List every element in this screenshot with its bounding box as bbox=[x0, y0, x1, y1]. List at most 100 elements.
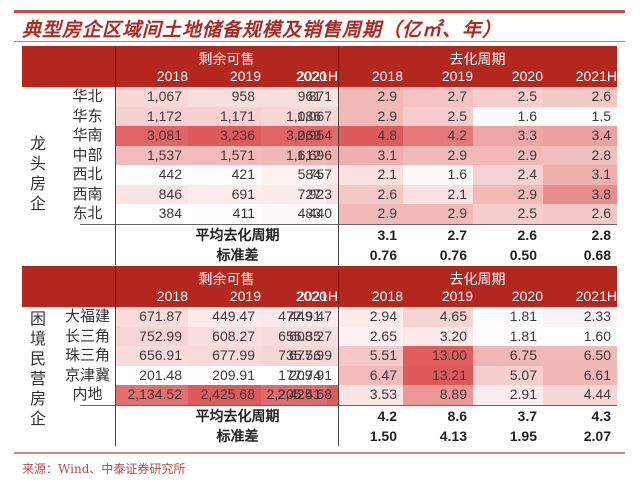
remaining-value: 1,067 bbox=[146, 88, 182, 104]
remaining-value: 2,425.68 bbox=[277, 386, 333, 402]
region-label: 华南 bbox=[72, 127, 103, 144]
cycle-value: 8.89 bbox=[403, 385, 473, 405]
remaining-value: 2,954 bbox=[296, 127, 332, 143]
heat-cell-bg bbox=[116, 346, 188, 366]
cycle-value: 2.9 bbox=[473, 184, 543, 204]
summary-value: 2.6 bbox=[517, 226, 537, 243]
region-label: 华东 bbox=[72, 107, 103, 125]
region-label: 华北 bbox=[72, 88, 103, 105]
heat-cell-bg bbox=[261, 346, 327, 366]
remaining-value: 608.27 bbox=[212, 327, 255, 344]
cycle-value: 2.1 bbox=[403, 184, 473, 204]
remaining-value: 1,696 bbox=[296, 146, 332, 163]
group-label-char: 企 bbox=[29, 410, 46, 428]
average-cycle-row: 平均去化周期 3.1 2.7 2.6 2.8 bbox=[22, 225, 617, 245]
remaining-value: 2,134.52 bbox=[127, 386, 183, 402]
header-year: 2019 bbox=[229, 288, 261, 304]
heat-cell-bg bbox=[261, 87, 327, 107]
cycle-value: 1.60 bbox=[543, 326, 617, 346]
heat-cell-bg bbox=[327, 365, 338, 385]
heat-cell-bg bbox=[188, 126, 261, 146]
region-label: 珠三角 bbox=[64, 347, 110, 364]
header-year: 2018 bbox=[156, 288, 188, 304]
heat-cell-bg bbox=[116, 165, 188, 185]
remaining-value: 757 bbox=[308, 166, 332, 182]
cycle-value: 6.61 bbox=[543, 365, 617, 385]
remaining-value: 483 bbox=[297, 205, 321, 221]
heat-cell-bg bbox=[116, 326, 188, 346]
group-label-char: 房 bbox=[29, 176, 46, 194]
region-label: 京津冀 bbox=[64, 366, 110, 384]
summary-label: 平均去化周期 bbox=[195, 226, 280, 243]
region-label: 大福建 bbox=[64, 308, 110, 325]
heat-cell-bg bbox=[116, 87, 188, 107]
remaining-value: 449.47 bbox=[289, 308, 332, 324]
header-year: 2019 bbox=[229, 68, 261, 84]
remaining-value: 1,067 bbox=[296, 107, 332, 124]
cycle-value: 2.9 bbox=[403, 204, 473, 224]
bottom-rule bbox=[14, 452, 625, 454]
heat-cell-bg bbox=[327, 126, 338, 146]
remaining-value: 442 bbox=[158, 166, 182, 182]
heat-cell-bg bbox=[327, 87, 338, 107]
region-label: 西北 bbox=[72, 166, 103, 183]
heat-cell-bg bbox=[188, 165, 261, 185]
remaining-value: 384 bbox=[158, 205, 182, 221]
cycle-value: 2.7 bbox=[403, 87, 473, 107]
summary-value: 4.13 bbox=[439, 427, 467, 444]
table-row: 西北 442 421 584 757 2.1 1.6 2.4 3.1 bbox=[22, 165, 617, 185]
table-row: 华南 3,081 3,236 3,069 2,954 4.8 4.2 3.3 3.4 bbox=[22, 126, 617, 146]
remaining-value: 752.99 bbox=[139, 327, 182, 344]
remaining-value: 608.27 bbox=[289, 327, 332, 344]
cycle-value: 3.1 bbox=[338, 145, 403, 165]
group-label: 龙头房企 bbox=[28, 135, 48, 215]
cycle-value: 2.5 bbox=[403, 106, 473, 126]
heat-cell-bg bbox=[188, 106, 261, 126]
header-cycle: 去化周期 bbox=[449, 51, 506, 67]
heat-cell-bg bbox=[116, 204, 188, 224]
column-divider bbox=[338, 307, 339, 446]
heat-cell-bg bbox=[261, 165, 327, 185]
region-label: 中部 bbox=[72, 146, 103, 164]
cycle-value: 13.00 bbox=[403, 346, 473, 366]
page-title: 典型房企区域间土地储备规模及销售周期（亿㎡、年） bbox=[22, 19, 503, 41]
remaining-value: 2,205.41 bbox=[266, 386, 322, 402]
remaining-value: 677.99 bbox=[212, 347, 255, 363]
heat-cell-bg bbox=[188, 385, 261, 405]
heat-cell-bg bbox=[116, 126, 188, 146]
cycle-value: 4.2 bbox=[403, 126, 473, 146]
heat-cell-bg bbox=[261, 184, 327, 204]
heat-cell-bg bbox=[188, 87, 261, 107]
remaining-value: 3,069 bbox=[285, 127, 321, 143]
summary-value: 8.6 bbox=[447, 407, 467, 424]
std-dev-row: 标准差 1.50 4.13 1.95 2.07 bbox=[22, 426, 617, 446]
top-rule bbox=[14, 10, 625, 13]
remaining-value: 209.91 bbox=[289, 366, 332, 383]
group-label-char: 企 bbox=[29, 196, 46, 214]
region-label: 东北 bbox=[72, 205, 103, 222]
header-remaining: 剩余可售 bbox=[198, 271, 255, 287]
cycle-value: 3.4 bbox=[543, 126, 617, 146]
remaining-value: 440 bbox=[308, 205, 332, 221]
rows: 大福建 671.87 449.47 477.91 449.47 2.94 4.65 1.81 2… bbox=[22, 307, 617, 446]
remaining-value: 846 bbox=[158, 185, 182, 202]
header-year: 2020 bbox=[295, 288, 327, 304]
heat-cell-bg bbox=[327, 106, 338, 126]
heat-cell-bg bbox=[327, 204, 338, 224]
heat-cell-bg bbox=[327, 346, 338, 366]
heat-cell-bg bbox=[116, 365, 188, 385]
remaining-value: 1,612 bbox=[285, 146, 321, 163]
summary-value: 0.76 bbox=[439, 246, 467, 263]
column-divider bbox=[338, 87, 339, 265]
heat-cell-bg bbox=[188, 184, 261, 204]
summary-label: 平均去化周期 bbox=[195, 407, 280, 424]
cycle-value: 2.6 bbox=[543, 204, 617, 224]
header-year: 2019 bbox=[441, 68, 473, 84]
summary-value: 4.3 bbox=[591, 407, 611, 424]
remaining-value: 3,236 bbox=[219, 127, 255, 143]
heat-cell-bg bbox=[327, 385, 338, 405]
remaining-value: 1,571 bbox=[219, 146, 255, 163]
heat-cell-bg bbox=[261, 326, 327, 346]
cycle-value: 5.07 bbox=[473, 365, 543, 385]
table-row: 西南 846 691 727 923 2.6 2.1 2.9 3.8 bbox=[22, 184, 617, 204]
